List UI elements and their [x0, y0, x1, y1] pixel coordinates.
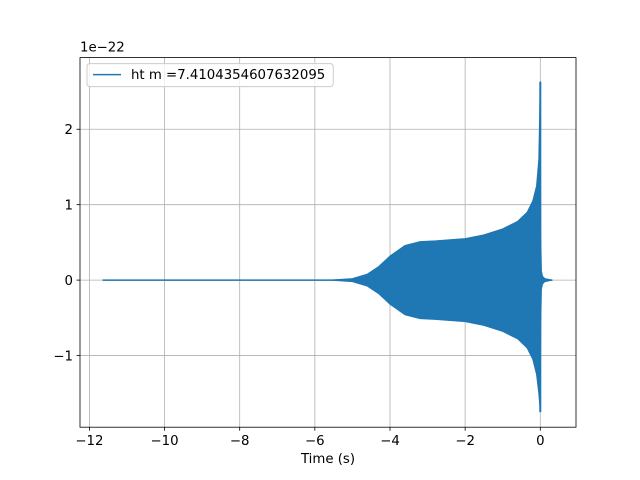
legend: ht m =7.4104354607632095 — [86, 63, 334, 88]
series-layer — [102, 81, 553, 413]
waveform-envelope — [102, 81, 553, 413]
y-tick-label: 2 — [65, 123, 73, 138]
legend-box — [86, 63, 334, 88]
x-tick-label: −4 — [380, 434, 400, 449]
x-tick-label: −8 — [230, 434, 250, 449]
x-tick-label: −10 — [151, 434, 179, 449]
x-tick-label: −6 — [305, 434, 325, 449]
plot-frame — [79, 57, 577, 428]
y-offset-label: 1e−22 — [80, 41, 125, 56]
y-tick-label: −1 — [53, 349, 73, 364]
legend-label: ht m =7.4104354607632095 — [131, 68, 325, 83]
y-tick-label: 1 — [65, 198, 73, 213]
x-tick-label: −12 — [75, 434, 103, 449]
x-axis-label: Time (s) — [300, 452, 355, 467]
x-tick-label: 0 — [536, 434, 544, 449]
y-tick-label: 0 — [65, 274, 73, 289]
x-tick-label: −2 — [455, 434, 475, 449]
